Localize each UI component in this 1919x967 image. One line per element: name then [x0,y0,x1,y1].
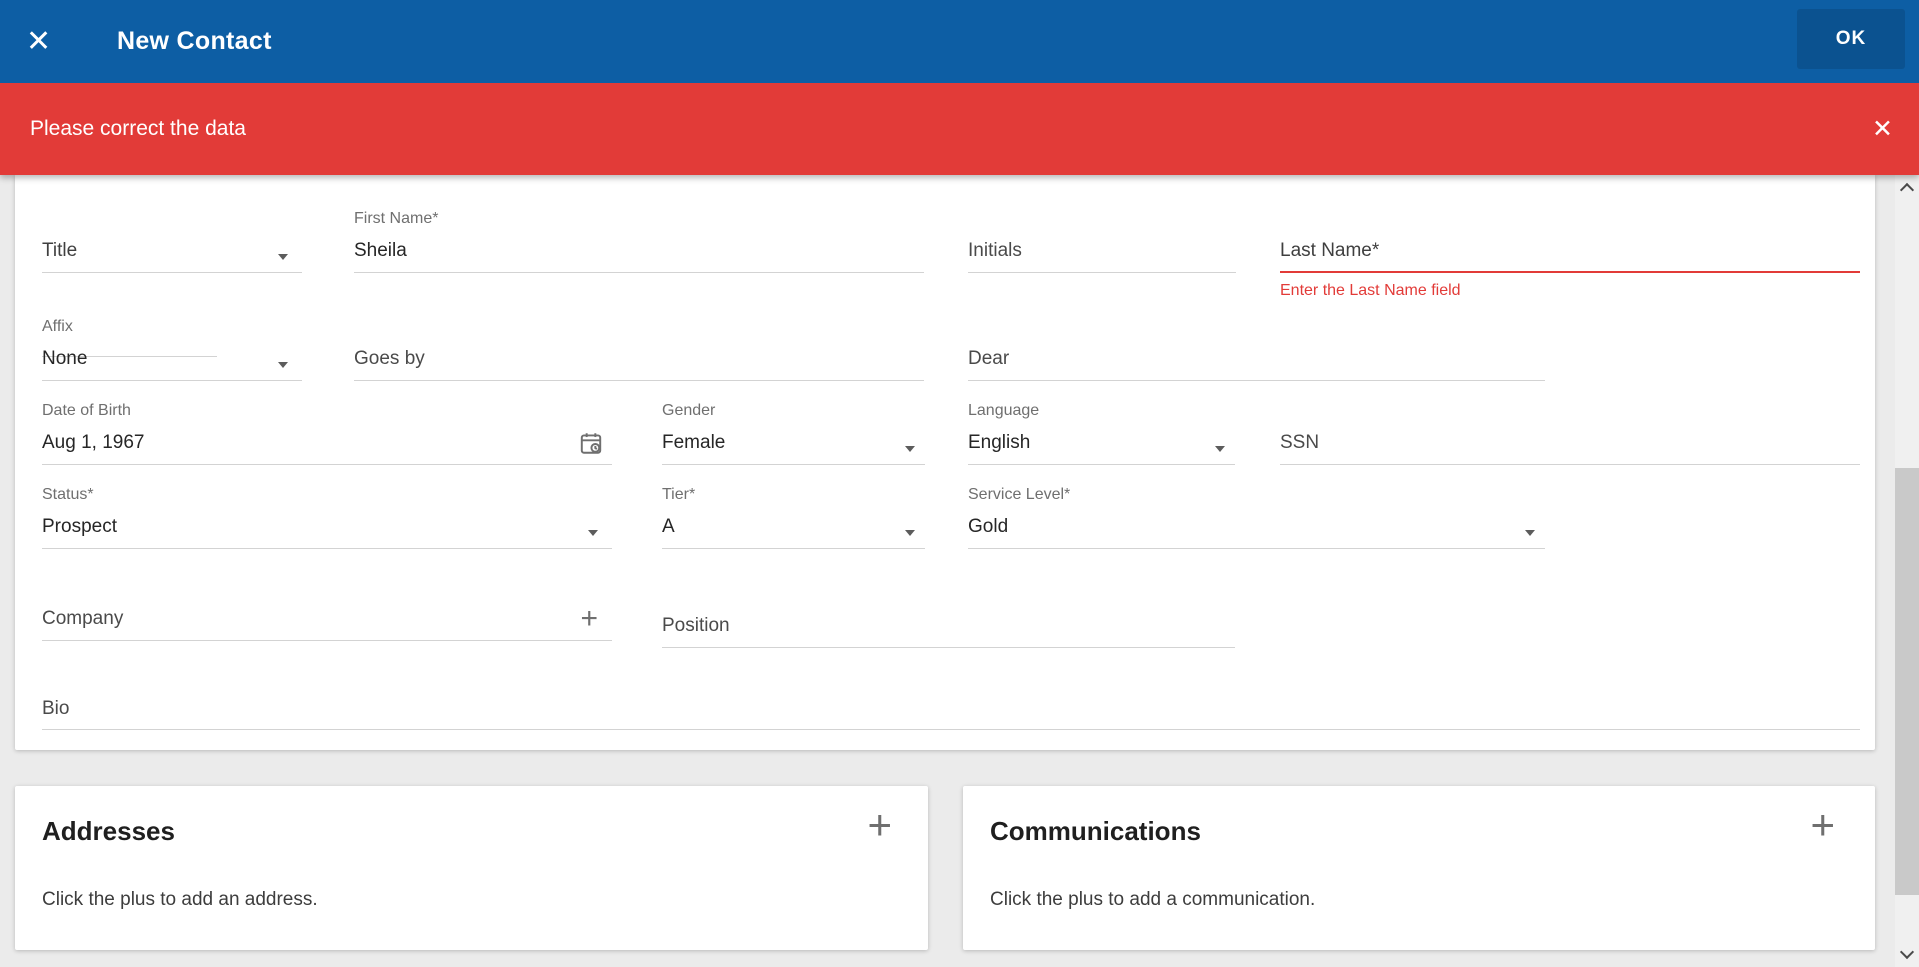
chevron-down-icon [278,254,288,260]
date-of-birth-label: Date of Birth [42,402,131,419]
tier-select[interactable]: Tier* A [662,486,925,549]
chevron-down-icon [1215,446,1225,452]
gender-label: Gender [662,402,716,419]
dear-field[interactable]: Dear [968,318,1545,381]
first-name-label: First Name* [354,210,439,227]
title-placeholder: Title [42,240,78,261]
field-underline [968,272,1236,273]
status-label: Status* [42,486,94,503]
chevron-down-icon [278,362,288,368]
last-name-field[interactable]: Last Name* Enter the Last Name field [1280,210,1860,310]
error-banner-close-icon[interactable]: ✕ [1872,115,1893,143]
status-value: Prospect [42,516,117,537]
status-select[interactable]: Status* Prospect [42,486,612,549]
communications-card: Communications + Click the plus to add a… [963,786,1875,950]
ssn-placeholder: SSN [1280,432,1320,453]
add-address-plus-icon[interactable]: + [867,801,892,848]
scroll-down-button[interactable] [1895,941,1919,967]
first-name-value: Sheila [354,240,407,261]
dialog-header: ✕ New Contact OK [0,0,1919,83]
vertical-scrollbar[interactable] [1895,175,1919,967]
service-level-label: Service Level* [968,486,1071,503]
addresses-card: Addresses + Click the plus to add an add… [15,786,928,950]
goes-by-placeholder: Goes by [354,348,425,369]
gender-value: Female [662,432,726,453]
communications-title: Communications [990,816,1201,846]
field-underline [354,272,924,273]
company-placeholder: Company [42,608,124,629]
field-underline [968,464,1235,465]
goes-by-field[interactable]: Goes by [354,318,924,381]
error-banner-message: Please correct the data [30,117,246,140]
title-select[interactable]: Title [42,210,302,273]
chevron-down-icon [1525,530,1535,536]
calendar-clock-icon[interactable] [578,430,604,456]
date-of-birth-value: Aug 1, 1967 [42,432,145,453]
affix-value: None [42,348,88,369]
tier-label: Tier* [662,486,696,503]
add-communication-plus-icon[interactable]: + [1810,801,1835,848]
initials-field[interactable]: Initials [968,210,1236,273]
company-field[interactable]: Company + [42,604,612,641]
chevron-down-icon [1899,944,1915,960]
scrollbar-thumb[interactable] [1895,468,1919,895]
language-label: Language [968,402,1040,419]
field-underline [42,272,302,273]
error-banner: Please correct the data ✕ [0,83,1919,175]
scroll-up-button[interactable] [1895,175,1919,201]
add-company-plus-icon[interactable]: + [580,602,598,635]
service-level-select[interactable]: Service Level* Gold [968,486,1545,549]
addresses-title: Addresses [42,816,175,846]
scrolled-field-underline [42,356,217,357]
position-placeholder: Position [662,615,730,636]
field-underline [968,548,1545,549]
field-underline-error [1280,271,1860,273]
field-underline [354,380,924,381]
chevron-down-icon [905,530,915,536]
field-underline [968,380,1545,381]
field-underline [42,380,302,381]
dialog-title: New Contact [117,27,272,55]
chevron-down-icon [905,446,915,452]
affix-select[interactable]: Affix None [42,318,302,381]
language-select[interactable]: Language English [968,402,1235,465]
field-underline [662,548,925,549]
field-underline [42,548,612,549]
bio-field[interactable]: Bio [42,698,1860,730]
last-name-placeholder: Last Name* [1280,240,1380,261]
gender-select[interactable]: Gender Female [662,402,925,465]
field-underline [662,647,1235,648]
field-underline [42,640,612,641]
field-underline [42,464,612,465]
contact-form-card [15,175,1875,750]
position-field[interactable]: Position [662,615,1235,648]
chevron-down-icon [588,530,598,536]
ssn-field[interactable]: SSN [1280,402,1860,465]
ok-button[interactable]: OK [1797,9,1905,69]
dear-placeholder: Dear [968,348,1010,369]
language-value: English [968,432,1031,453]
first-name-field[interactable]: First Name* Sheila [354,210,924,273]
close-dialog-icon[interactable]: ✕ [26,25,52,58]
last-name-error-text: Enter the Last Name field [1280,282,1461,299]
field-underline [1280,464,1860,465]
communications-hint: Click the plus to add a communication. [990,889,1316,910]
affix-label: Affix [42,318,73,335]
tier-value: A [662,516,675,537]
bio-placeholder: Bio [42,698,70,719]
date-of-birth-field[interactable]: Date of Birth Aug 1, 1967 [42,402,612,465]
field-underline [662,464,925,465]
service-level-value: Gold [968,516,1009,537]
addresses-hint: Click the plus to add an address. [42,889,318,910]
chevron-up-icon [1899,182,1915,198]
field-underline [42,729,1860,730]
initials-placeholder: Initials [968,240,1022,261]
